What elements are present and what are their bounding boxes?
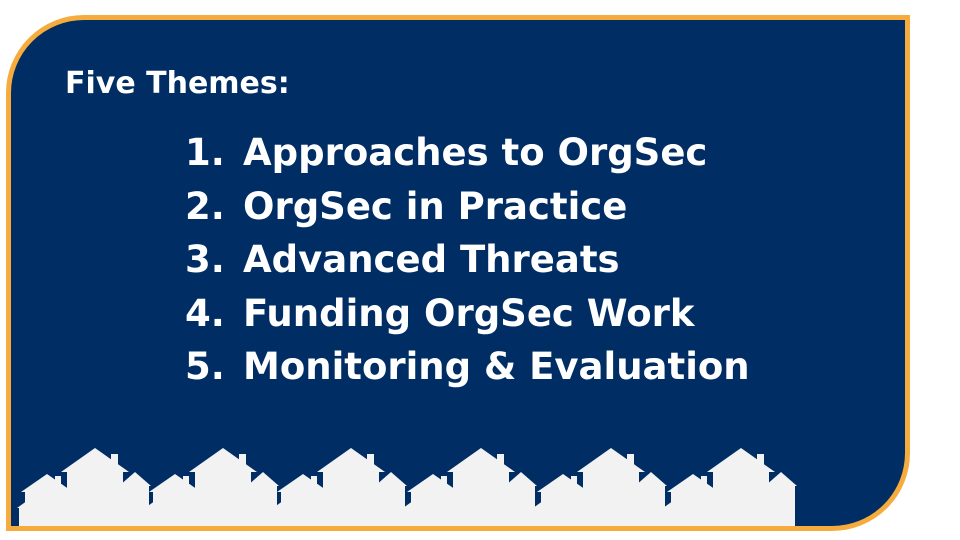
houses-illustration	[17, 448, 797, 526]
house-cluster-1	[17, 448, 151, 526]
theme-item-4: 4. Funding OrgSec Work	[185, 292, 750, 346]
theme-item-2: 2. OrgSec in Practice	[185, 185, 750, 239]
theme-label: OrgSec in Practice	[243, 184, 628, 228]
house-cluster-2	[145, 448, 279, 526]
theme-label: Approaches to OrgSec	[243, 131, 708, 174]
house-cluster-6	[663, 448, 797, 526]
house-cluster-3	[273, 448, 407, 526]
panel-heading: Five Themes:	[65, 66, 290, 101]
theme-number: 4.	[185, 291, 225, 335]
themes-list: 1. Approaches to OrgSec 2. OrgSec in Pra…	[185, 131, 750, 399]
theme-number: 5.	[185, 345, 225, 388]
theme-number: 3.	[185, 238, 225, 281]
theme-number: 1.	[185, 131, 225, 174]
theme-label: Monitoring & Evaluation	[243, 345, 750, 388]
theme-label: Funding OrgSec Work	[243, 291, 695, 335]
theme-label: Advanced Threats	[243, 238, 620, 281]
theme-number: 2.	[185, 184, 225, 228]
theme-item-1: 1. Approaches to OrgSec	[185, 131, 750, 185]
themes-panel: Five Themes: 1. Approaches to OrgSec 2. …	[6, 15, 910, 531]
house-cluster-4	[403, 448, 537, 526]
theme-item-5: 5. Monitoring & Evaluation	[185, 345, 750, 399]
theme-item-3: 3. Advanced Threats	[185, 238, 750, 292]
house-cluster-5	[533, 448, 667, 526]
